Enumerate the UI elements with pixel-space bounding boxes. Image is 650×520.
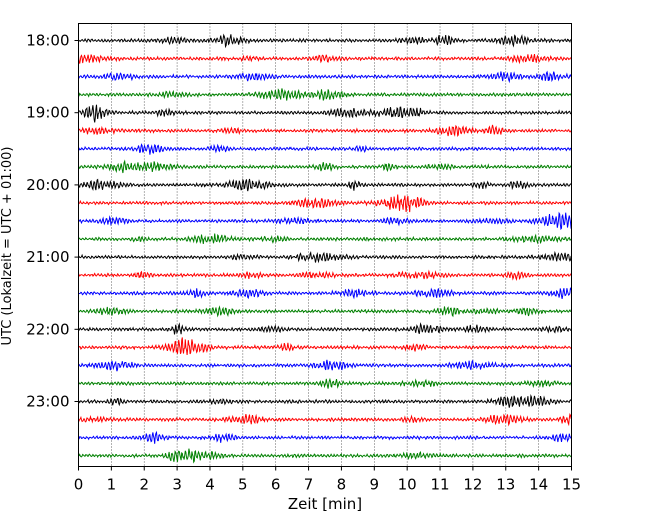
seismogram-trace [78, 124, 572, 138]
seismogram-trace [78, 159, 572, 174]
seismogram-trace [78, 143, 572, 155]
seismogram-trace [78, 287, 572, 300]
x-axis-ticks: 0 1 2 3 4 5 6 7 8 9 10 11 12 13 14 15 [74, 466, 581, 494]
x-tick-label: 5 [238, 476, 248, 494]
x-tick-label: 1 [107, 476, 117, 494]
seismogram-trace [78, 88, 572, 101]
x-tick-label: 4 [205, 476, 215, 494]
seismogram-trace [78, 269, 572, 282]
x-tick-label: 3 [172, 476, 182, 494]
x-tick-label: 0 [74, 476, 84, 494]
seismogram-trace [78, 337, 572, 356]
seismogram-trace [78, 394, 572, 408]
seismogram-trace [78, 53, 572, 65]
x-tick-label: 7 [304, 476, 314, 494]
seismogram-trace [78, 430, 572, 444]
seismogram-trace [78, 305, 572, 318]
y-tick-label: 19:00 [26, 104, 69, 122]
x-tick-label: 10 [398, 476, 417, 494]
x-tick-label: 8 [337, 476, 347, 494]
seismogram-trace [78, 359, 572, 372]
y-tick-label: 23:00 [26, 393, 69, 411]
x-tick-label: 12 [463, 476, 482, 494]
y-tick-label: 18:00 [26, 32, 69, 50]
seismogram-trace [78, 33, 572, 49]
x-tick-label: 13 [496, 476, 515, 494]
x-axis-label: Zeit [min] [288, 495, 362, 513]
seismogram-trace [78, 104, 572, 123]
seismogram-trace [78, 448, 572, 464]
seismogram-trace [78, 377, 572, 389]
y-axis-ticks: 18:00 19:00 20:00 21:00 22:00 23:00 [26, 32, 79, 411]
x-gridlines [111, 23, 539, 467]
seismogram-trace [78, 178, 572, 192]
seismogram-trace [78, 322, 572, 335]
seismogram-traces [78, 33, 572, 464]
y-tick-label: 22:00 [26, 320, 69, 338]
seismogram-trace [78, 250, 572, 264]
y-tick-label: 20:00 [26, 176, 69, 194]
seismogram-trace [78, 194, 572, 213]
x-tick-label: 14 [529, 476, 548, 494]
x-tick-label: 11 [430, 476, 449, 494]
x-tick-label: 9 [370, 476, 380, 494]
y-axis-label: UTC (Lokalzeit = UTC + 01:00) [0, 147, 15, 346]
x-tick-label: 15 [562, 476, 581, 494]
seismogram-trace [78, 233, 572, 245]
seismogram-trace [78, 413, 572, 427]
seismogram-trace [78, 211, 572, 231]
plot-frame [78, 23, 572, 467]
seismogram-trace [78, 70, 572, 84]
x-tick-label: 6 [271, 476, 281, 494]
y-tick-label: 21:00 [26, 248, 69, 266]
x-tick-label: 2 [139, 476, 149, 494]
